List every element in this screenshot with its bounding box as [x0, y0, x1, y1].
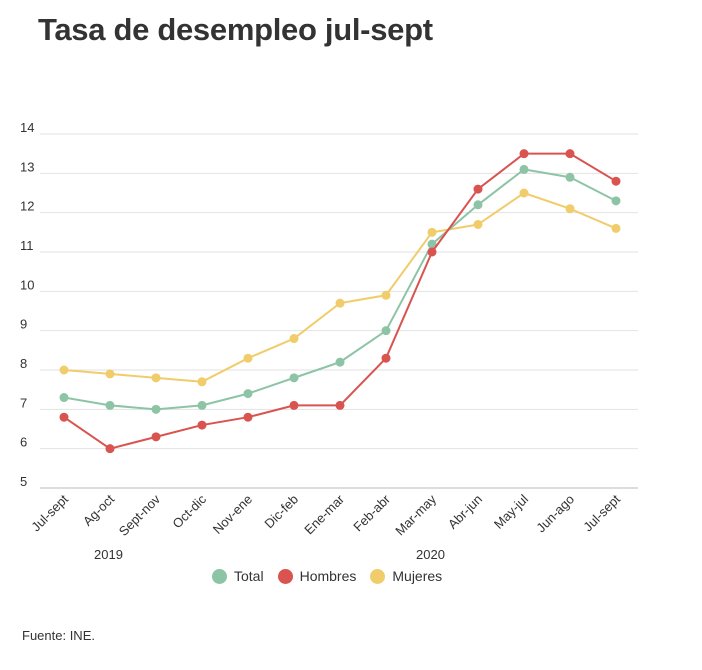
data-point-hombres[interactable] [151, 432, 161, 442]
x-tick-label: Jun-ago [533, 492, 577, 536]
x-tick-label: Jul-sept [28, 491, 71, 534]
data-point-mujeres[interactable] [565, 204, 575, 214]
data-point-hombres[interactable] [105, 444, 115, 454]
data-point-hombres[interactable] [243, 412, 253, 422]
data-point-mujeres[interactable] [289, 334, 299, 344]
data-point-mujeres[interactable] [519, 188, 529, 198]
y-tick-label: 11 [20, 238, 34, 253]
x-tick-label: Abr-jun [445, 492, 485, 532]
data-point-hombres[interactable] [611, 176, 621, 186]
y-tick-label: 5 [20, 474, 27, 489]
y-tick-label: 12 [20, 199, 34, 214]
data-point-total[interactable] [381, 326, 391, 336]
series-hombres [59, 149, 621, 454]
data-point-total[interactable] [243, 389, 253, 399]
data-point-mujeres[interactable] [427, 227, 437, 237]
data-point-total[interactable] [289, 373, 299, 383]
data-point-total[interactable] [151, 404, 161, 414]
series-mujeres [59, 188, 621, 387]
legend: Total Hombres Mujeres [212, 568, 442, 584]
data-point-mujeres[interactable] [197, 377, 207, 387]
y-tick-label: 8 [20, 356, 27, 371]
source-note: Fuente: INE. [22, 628, 95, 643]
year-labels: 2019 2020 [94, 547, 445, 562]
data-point-mujeres[interactable] [59, 365, 69, 375]
data-point-total[interactable] [59, 393, 69, 403]
data-point-hombres[interactable] [519, 149, 529, 159]
data-point-total[interactable] [519, 164, 529, 174]
y-tick-label: 10 [20, 277, 34, 292]
data-point-hombres[interactable] [59, 412, 69, 422]
legend-item-total[interactable]: Total [212, 568, 264, 584]
data-point-hombres[interactable] [197, 420, 207, 430]
x-tick-label: Ene-mar [301, 491, 347, 537]
year-label: 2019 [94, 547, 123, 562]
x-tick-label: Sept-nov [116, 491, 164, 539]
x-tick-label: Nov-ene [210, 492, 255, 537]
legend-label-total: Total [234, 568, 264, 584]
data-point-hombres[interactable] [565, 149, 575, 159]
data-point-mujeres[interactable] [473, 219, 483, 229]
data-point-mujeres[interactable] [611, 223, 621, 233]
data-point-total[interactable] [197, 400, 207, 410]
data-point-total[interactable] [427, 239, 437, 249]
x-tick-label: Ag-oct [80, 491, 117, 528]
x-tick-label: Dic-feb [261, 492, 301, 532]
data-point-total[interactable] [105, 400, 115, 410]
y-tick-label: 13 [20, 159, 34, 174]
y-tick-label: 7 [20, 395, 27, 410]
data-point-hombres[interactable] [289, 400, 299, 410]
data-point-hombres[interactable] [381, 353, 391, 363]
x-tick-label: Feb-abr [350, 491, 393, 534]
data-point-total[interactable] [335, 357, 345, 367]
legend-label-hombres: Hombres [299, 568, 357, 584]
data-point-hombres[interactable] [473, 184, 483, 194]
grid-lines [40, 133, 638, 489]
data-point-mujeres[interactable] [335, 298, 345, 308]
year-label: 2020 [416, 547, 445, 562]
series-line-total [63, 168, 617, 411]
x-tick-label: Jul-sept [580, 491, 623, 534]
data-point-hombres[interactable] [427, 247, 437, 257]
series-line-mujeres [63, 192, 617, 383]
data-point-mujeres[interactable] [381, 290, 391, 300]
data-point-mujeres[interactable] [243, 353, 253, 363]
series-total [59, 164, 621, 414]
legend-item-mujeres[interactable]: Mujeres [370, 568, 442, 584]
data-point-mujeres[interactable] [151, 373, 161, 383]
x-tick-label: May-jul [491, 491, 531, 531]
y-tick-label: 9 [20, 317, 27, 332]
data-point-total[interactable] [611, 196, 621, 206]
legend-swatch-hombres [277, 568, 293, 584]
legend-item-hombres[interactable]: Hombres [277, 568, 357, 584]
data-point-total[interactable] [473, 200, 483, 210]
x-tick-label: Oct-dic [169, 491, 209, 531]
y-tick-label: 6 [20, 435, 27, 450]
legend-swatch-mujeres [370, 568, 386, 584]
data-point-mujeres[interactable] [105, 369, 115, 379]
data-point-hombres[interactable] [335, 400, 345, 410]
series-layer [59, 149, 621, 454]
y-axis-ticks: 5 6 7 8 9 10 11 12 13 14 [20, 120, 34, 489]
data-point-total[interactable] [565, 172, 575, 182]
x-tick-label: Mar-may [392, 491, 439, 538]
y-tick-label: 14 [20, 120, 34, 135]
legend-label-mujeres: Mujeres [392, 568, 443, 584]
legend-swatch-total [212, 568, 227, 584]
chart-title: Tasa de desempleo jul-sept [38, 12, 433, 47]
